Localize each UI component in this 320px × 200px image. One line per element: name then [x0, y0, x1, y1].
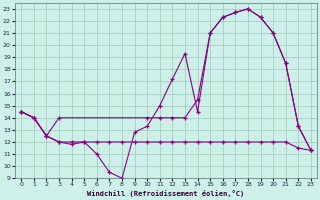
X-axis label: Windchill (Refroidissement éolien,°C): Windchill (Refroidissement éolien,°C) — [87, 190, 245, 197]
